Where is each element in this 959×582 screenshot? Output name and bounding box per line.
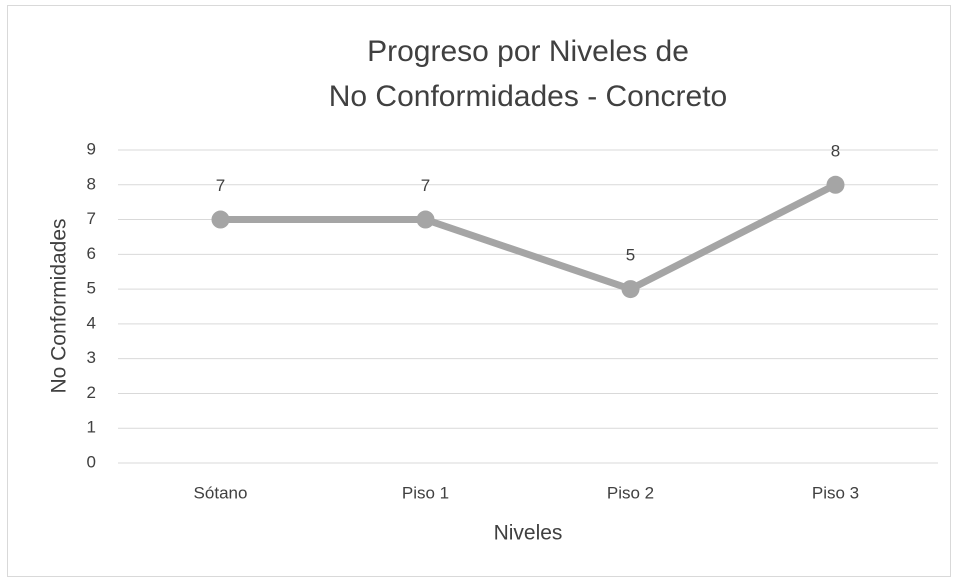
marker	[826, 175, 845, 194]
marker	[416, 210, 435, 229]
chart-border	[7, 5, 951, 577]
marker	[211, 210, 230, 229]
y-axis-title: No Conformidades	[48, 218, 71, 393]
y-tick-label: 5	[87, 279, 96, 298]
data-label: 7	[216, 176, 225, 195]
marker	[621, 280, 640, 299]
data-label: 5	[626, 246, 635, 265]
data-label: 7	[421, 176, 430, 195]
x-tick-label: Piso 3	[812, 483, 859, 502]
y-tick-label: 2	[87, 383, 96, 402]
chart-title: No Conformidades - Concreto	[329, 80, 728, 113]
y-tick-label: 4	[87, 313, 96, 332]
y-tick-label: 0	[87, 452, 96, 471]
y-tick-label: 1	[87, 418, 96, 437]
x-axis-title: Niveles	[494, 522, 563, 545]
y-tick-label: 6	[87, 244, 96, 263]
y-tick-label: 9	[87, 139, 96, 158]
data-label: 8	[831, 141, 840, 160]
x-tick-label: Sótano	[194, 483, 248, 502]
y-tick-label: 7	[87, 209, 96, 228]
y-tick-label: 3	[87, 348, 96, 367]
x-tick-label: Piso 1	[402, 483, 449, 502]
y-tick-label: 8	[87, 174, 96, 193]
chart-title: Progreso por Niveles de	[367, 35, 689, 68]
line	[220, 181, 838, 293]
x-tick-label: Piso 2	[607, 483, 654, 502]
